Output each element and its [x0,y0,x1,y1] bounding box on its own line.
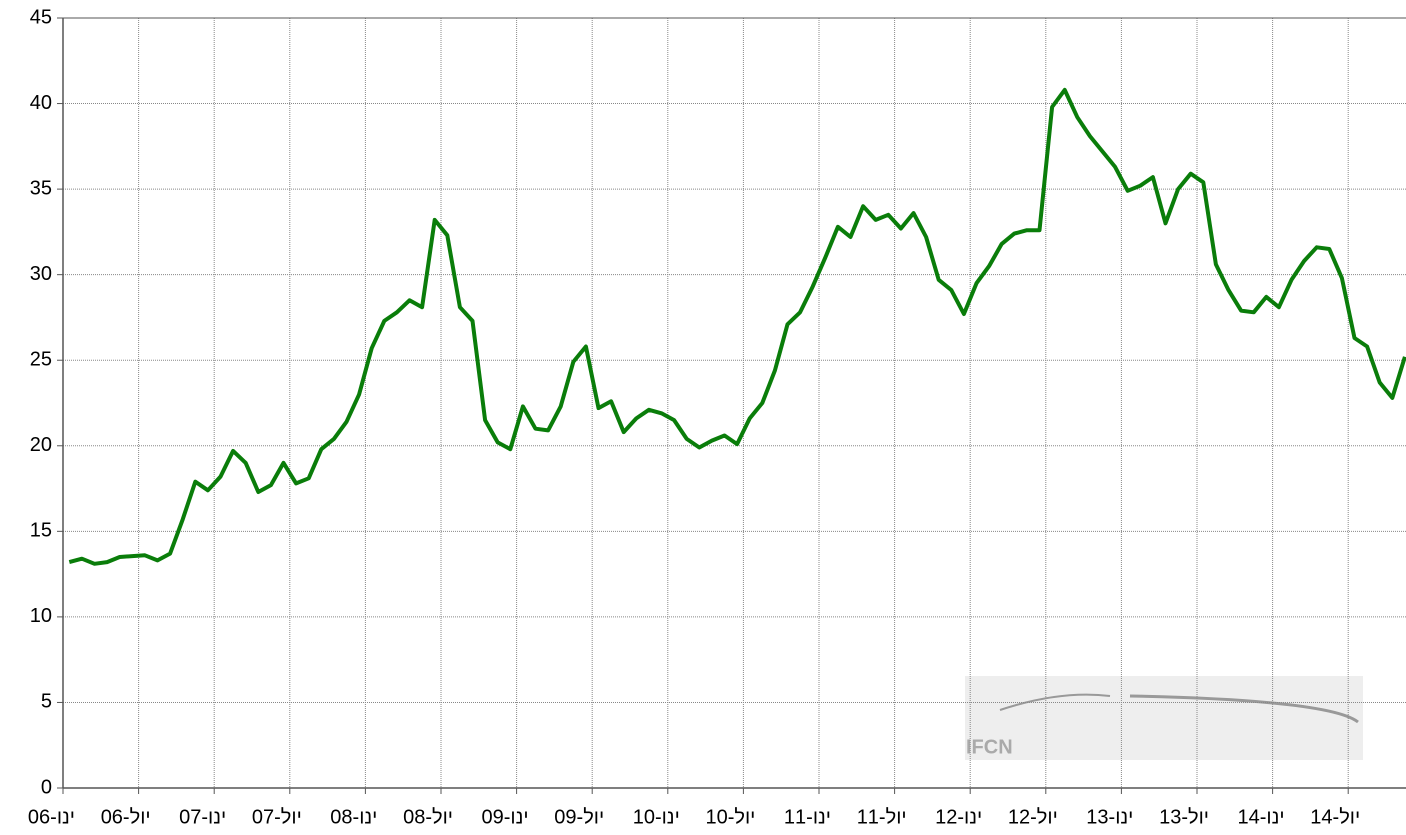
y-tick-label: 20 [30,434,52,456]
x-tick-label: 07-יול [252,806,302,828]
x-tick-label: 06-ינו [28,806,75,828]
x-tick-label: 06-יול [101,806,151,828]
line-series [68,87,1406,566]
x-tick-label: 11-יול [857,806,907,828]
x-tick-label: 13-יול [1159,806,1209,828]
y-tick-label: 5 [41,691,52,713]
x-tick-label: 09-ינו [482,806,529,828]
x-tick-label: 14-ינו [1238,806,1285,828]
watermark-text: IFCN [966,736,1013,758]
y-tick-label: 30 [30,263,52,285]
x-tick-label: 14-יול [1310,806,1360,828]
y-tick-label: 40 [30,92,52,114]
watermark: IFCN [965,676,1363,760]
y-tick-label: 0 [41,776,52,798]
y-tick-label: 25 [30,349,52,371]
x-tick-label: 08-ינו [330,806,377,828]
watermark-arc [999,693,1111,711]
x-tick-label: 11-ינו [784,806,831,828]
x-tick-label: 10-יול [705,806,755,828]
x-tick-label: 09-יול [554,806,604,828]
x-tick-label: 07-ינו [179,806,226,828]
y-tick-label: 45 [30,6,52,28]
x-tick-label: 12-ינו [935,806,982,828]
x-tick-label: 08-יול [403,806,453,828]
x-tick-label: 13-ינו [1086,806,1133,828]
y-tick-label: 10 [30,605,52,627]
y-tick-label: 35 [30,177,52,199]
x-tick-label: 12-יול [1008,806,1058,828]
y-tick-label: 15 [30,520,52,542]
watermark-bg [965,676,1363,760]
x-tick-label: 10-ינו [633,806,680,828]
